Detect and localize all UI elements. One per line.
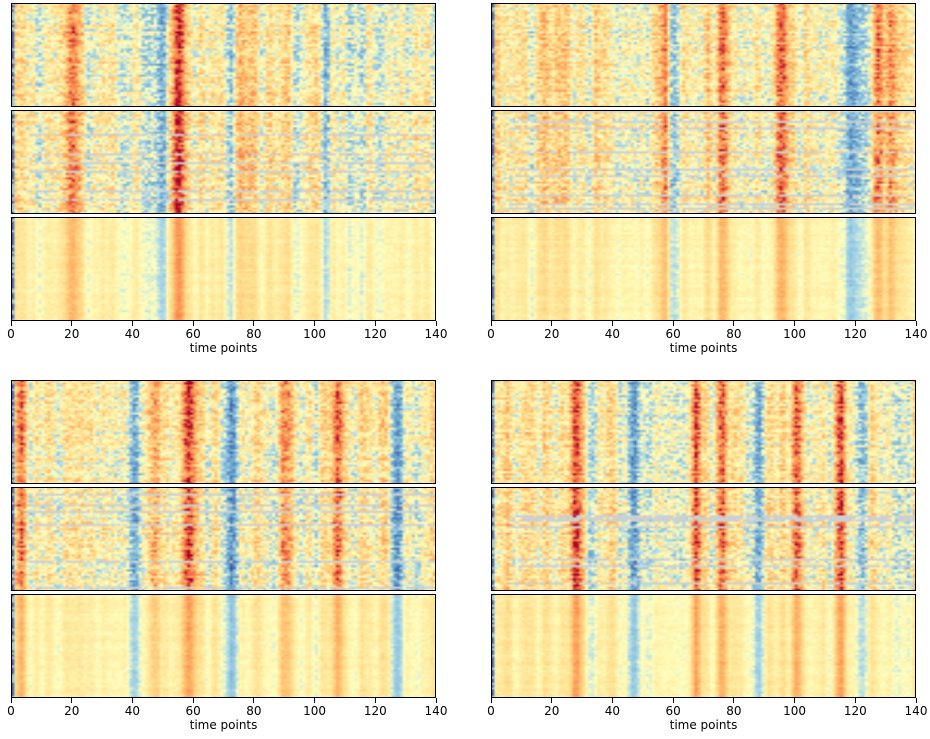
x-tick-label: 0 xyxy=(487,704,495,718)
x-tick xyxy=(253,698,254,703)
heatmap-subplot-3 xyxy=(11,217,436,321)
x-axis-title: time points xyxy=(190,341,258,355)
x-tick-label: 140 xyxy=(905,327,928,341)
x-tick xyxy=(71,698,72,703)
x-tick xyxy=(193,698,194,703)
x-tick xyxy=(132,321,133,326)
x-tick-label: 0 xyxy=(487,327,495,341)
x-tick xyxy=(11,698,12,703)
x-tick-label: 60 xyxy=(186,704,201,718)
x-tick xyxy=(733,698,734,703)
x-tick-label: 80 xyxy=(726,704,741,718)
x-tick xyxy=(612,321,613,326)
x-tick-label: 100 xyxy=(783,327,806,341)
x-tick xyxy=(491,698,492,703)
heatmap-subplot-1 xyxy=(491,380,916,484)
x-tick xyxy=(551,698,552,703)
x-tick-label: 60 xyxy=(666,704,681,718)
x-axis: 0 20 40 60 80 100 120 140 time points xyxy=(11,698,436,738)
x-tick-label: 100 xyxy=(783,704,806,718)
heatmap-subplot-3 xyxy=(11,594,436,698)
heatmap-subplot-1 xyxy=(11,380,436,484)
x-tick-label: 120 xyxy=(364,327,387,341)
x-tick xyxy=(375,698,376,703)
x-tick-label: 140 xyxy=(425,704,448,718)
heatmap-subplot-1 xyxy=(11,3,436,107)
x-tick xyxy=(71,321,72,326)
x-tick xyxy=(612,698,613,703)
x-tick-label: 100 xyxy=(303,704,326,718)
x-tick xyxy=(11,321,12,326)
x-tick xyxy=(436,698,437,703)
x-tick xyxy=(673,321,674,326)
x-tick-label: 140 xyxy=(905,704,928,718)
x-tick xyxy=(855,698,856,703)
x-tick-label: 80 xyxy=(246,327,261,341)
x-tick-label: 20 xyxy=(64,704,79,718)
x-axis: 0 20 40 60 80 100 120 140 time points xyxy=(491,321,916,361)
x-tick xyxy=(551,321,552,326)
x-tick-label: 0 xyxy=(7,327,15,341)
x-tick-label: 140 xyxy=(425,327,448,341)
x-tick xyxy=(794,698,795,703)
x-tick-label: 20 xyxy=(544,704,559,718)
x-tick xyxy=(314,321,315,326)
x-tick-label: 20 xyxy=(64,327,79,341)
x-tick xyxy=(916,698,917,703)
x-axis-title: time points xyxy=(190,718,258,732)
heatmap-subplot-2 xyxy=(11,487,436,591)
x-tick-label: 120 xyxy=(844,704,867,718)
x-tick-label: 60 xyxy=(666,327,681,341)
x-tick-label: 40 xyxy=(125,704,140,718)
x-tick-label: 80 xyxy=(246,704,261,718)
panel-bottom-left: 0 20 40 60 80 100 120 140 time points xyxy=(11,380,436,695)
panel-bottom-right: 0 20 40 60 80 100 120 140 time points xyxy=(491,380,916,695)
x-tick xyxy=(314,698,315,703)
x-tick-label: 80 xyxy=(726,327,741,341)
x-tick-label: 120 xyxy=(844,327,867,341)
heatmap-subplot-2 xyxy=(491,487,916,591)
x-tick xyxy=(794,321,795,326)
x-tick-label: 60 xyxy=(186,327,201,341)
x-tick-label: 120 xyxy=(364,704,387,718)
x-axis-title: time points xyxy=(670,341,738,355)
x-tick-label: 20 xyxy=(544,327,559,341)
x-tick xyxy=(375,321,376,326)
x-tick xyxy=(132,698,133,703)
x-axis: 0 20 40 60 80 100 120 140 time points xyxy=(11,321,436,361)
x-tick-label: 100 xyxy=(303,327,326,341)
panel-top-left: 0 20 40 60 80 100 120 140 time points xyxy=(11,3,436,318)
x-tick xyxy=(436,321,437,326)
x-tick-label: 40 xyxy=(605,327,620,341)
x-axis: 0 20 40 60 80 100 120 140 time points xyxy=(491,698,916,738)
x-tick xyxy=(916,321,917,326)
x-tick xyxy=(193,321,194,326)
x-tick xyxy=(491,321,492,326)
x-tick xyxy=(855,321,856,326)
x-tick-label: 0 xyxy=(7,704,15,718)
heatmap-subplot-1 xyxy=(491,3,916,107)
x-tick-label: 40 xyxy=(125,327,140,341)
panel-top-right: 0 20 40 60 80 100 120 140 time points xyxy=(491,3,916,318)
heatmap-subplot-3 xyxy=(491,217,916,321)
x-axis-title: time points xyxy=(670,718,738,732)
heatmap-subplot-2 xyxy=(11,110,436,214)
x-tick xyxy=(253,321,254,326)
heatmap-subplot-3 xyxy=(491,594,916,698)
x-tick xyxy=(673,698,674,703)
heatmap-subplot-2 xyxy=(491,110,916,214)
x-tick-label: 40 xyxy=(605,704,620,718)
x-tick xyxy=(733,321,734,326)
